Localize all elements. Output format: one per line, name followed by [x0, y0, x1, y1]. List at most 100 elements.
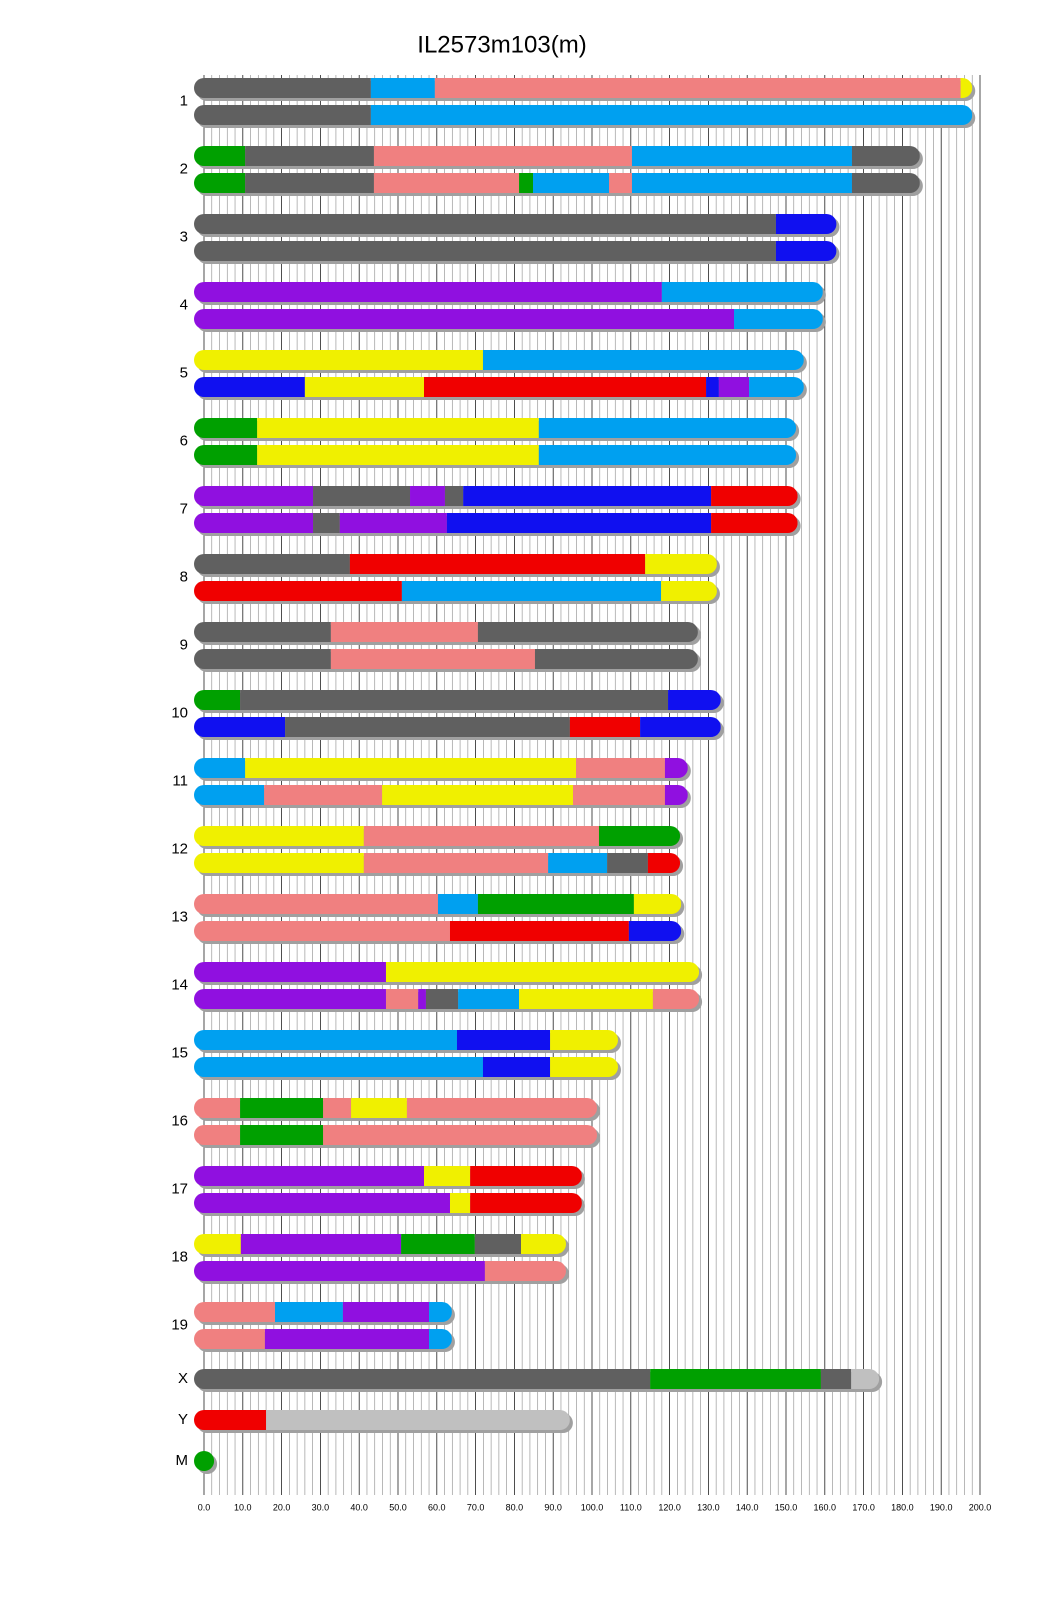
chromosome-label: 17 [171, 1180, 188, 1197]
chromosome-label: 15 [171, 1044, 188, 1061]
x-tick-label: 60.0 [428, 1502, 446, 1512]
haplotype-bar [194, 894, 682, 914]
segment [373, 173, 520, 193]
segment [194, 1369, 651, 1389]
haplotype-bar [194, 241, 837, 261]
segment [401, 581, 662, 601]
chromosome-label: 13 [171, 908, 188, 925]
segment [437, 894, 478, 914]
segment [851, 146, 920, 166]
segment [194, 554, 350, 574]
chromosome-label: 19 [171, 1316, 188, 1333]
segment [363, 826, 599, 846]
x-tick-label: 190.0 [930, 1502, 953, 1512]
haplotype-bar [194, 445, 797, 465]
segment [458, 989, 520, 1009]
segment [385, 989, 419, 1009]
segment [194, 1030, 457, 1050]
haplotype-bar [194, 921, 682, 941]
segment [631, 173, 852, 193]
haplotype-bar [194, 649, 698, 669]
segment [429, 1329, 452, 1349]
x-tick-label: 10.0 [234, 1502, 252, 1512]
segment [734, 309, 823, 329]
segment [429, 1302, 452, 1322]
haplotype-bar [194, 758, 688, 778]
x-tick-label: 130.0 [697, 1502, 720, 1512]
haplotype-bar [194, 826, 681, 846]
segment [194, 962, 386, 982]
segment [519, 989, 653, 1009]
segment [477, 622, 698, 642]
segment [449, 921, 629, 941]
segment [264, 785, 383, 805]
x-tick-label: 150.0 [775, 1502, 798, 1512]
segment [470, 1193, 582, 1213]
segment [240, 690, 669, 710]
segment [194, 1329, 265, 1349]
x-tick-label: 50.0 [389, 1502, 407, 1512]
segment [330, 622, 478, 642]
segment [401, 1234, 475, 1254]
segment [449, 1193, 471, 1213]
segment [194, 1451, 215, 1471]
segment [245, 173, 374, 193]
chromosome-label: Y [178, 1411, 188, 1428]
x-tick-label: 80.0 [506, 1502, 524, 1512]
haplotype-bar [194, 1234, 567, 1254]
haplotype-bar [194, 214, 837, 234]
haplotype-bar [194, 581, 717, 601]
haplotype-bar [194, 853, 681, 873]
segment [313, 513, 340, 533]
haplotype-bar [194, 486, 798, 506]
segment [631, 146, 852, 166]
segment [664, 758, 688, 778]
segment [598, 826, 681, 846]
segment [240, 1125, 324, 1145]
haplotype-bar [194, 962, 700, 982]
segment [664, 785, 688, 805]
segment [711, 486, 798, 506]
haplotype-bar [194, 1410, 570, 1430]
segment [194, 513, 314, 533]
segment [264, 1329, 430, 1349]
segment [960, 78, 973, 98]
segment [569, 717, 641, 737]
segment [194, 1098, 241, 1118]
segment [820, 1369, 852, 1389]
x-tick-label: 90.0 [544, 1502, 562, 1512]
segment [194, 581, 402, 601]
x-tick-label: 180.0 [891, 1502, 914, 1512]
segment [434, 78, 961, 98]
segment [275, 1302, 343, 1322]
segment [534, 649, 698, 669]
segment [456, 1030, 551, 1050]
chromosome-label: 3 [180, 228, 188, 245]
segment [463, 486, 712, 506]
segment [323, 1125, 598, 1145]
segment [548, 853, 608, 873]
segment [363, 853, 549, 873]
segment [851, 173, 920, 193]
segment [538, 445, 797, 465]
segment [194, 146, 246, 166]
segment [194, 282, 662, 302]
segment [550, 1030, 618, 1050]
haplotype-bar [194, 690, 721, 710]
haplotype-bar [194, 1193, 582, 1213]
haplotype-bar [194, 1057, 618, 1077]
segment [718, 377, 750, 397]
segment [194, 690, 241, 710]
chromosome-label: 14 [171, 976, 188, 993]
segment [661, 282, 823, 302]
x-tick-label: 170.0 [852, 1502, 875, 1512]
haplotype-bar [194, 146, 920, 166]
haplotype-bar [194, 173, 920, 193]
segment [851, 1369, 880, 1389]
chart-title: IL2573m103(m) [417, 31, 586, 58]
segment [257, 418, 539, 438]
segment [194, 1166, 424, 1186]
segment [194, 418, 258, 438]
haplotype-bar [194, 78, 973, 98]
